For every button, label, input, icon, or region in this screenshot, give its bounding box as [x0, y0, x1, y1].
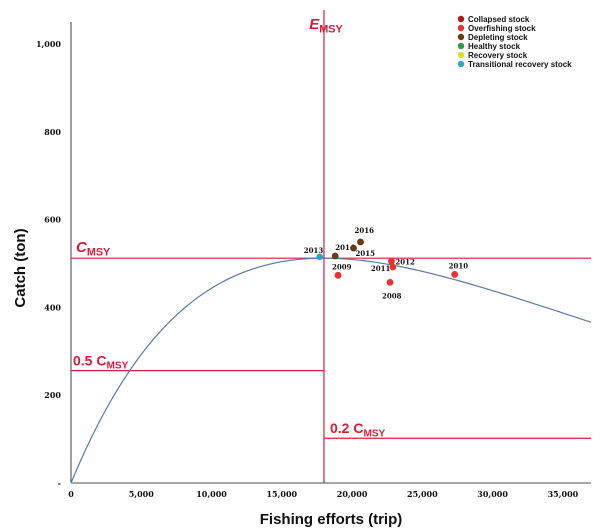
data-point-2012: [388, 257, 395, 265]
axis-ticks: 0 5,000 10,000 15,000 20,000 25,000 30,000 35,0…: [36, 39, 579, 499]
legend-label: Healthy stock: [468, 42, 521, 51]
x-axis-title: Fishing efforts (trip): [260, 511, 403, 528]
data-point-2014: [331, 252, 339, 260]
legend-marker: [457, 51, 465, 59]
point-label-2012: 2012: [395, 257, 415, 266]
legend-label: Overfishing stock: [468, 24, 536, 33]
reference-labels: EMSY CMSY 0.5 CMSY 0.2 CMSY: [73, 16, 386, 439]
legend-label: Depleting stock: [468, 33, 528, 42]
data-point-2008: [386, 278, 394, 286]
legend-marker: [457, 24, 465, 32]
data-point-2015: [350, 244, 357, 252]
y-tick-label: 400: [44, 302, 61, 312]
y-tick-label: 600: [44, 215, 61, 225]
x-tick-label: 15,000: [266, 489, 297, 499]
data-point-2009: [334, 271, 342, 279]
point-label-2014: 2014: [335, 243, 355, 252]
y-axis-title: Catch (ton): [12, 228, 29, 307]
legend-marker: [457, 60, 465, 68]
point-label-2011: 2011: [371, 264, 391, 273]
x-tick-label: 5,000: [129, 489, 154, 499]
legend-marker: [457, 15, 465, 23]
data-point-2010: [451, 271, 459, 278]
x-tick-label: 35,000: [548, 489, 579, 499]
point-label-2015: 2015: [355, 249, 375, 258]
legend-label: Recovery stock: [468, 51, 528, 60]
production-curve: [70, 257, 592, 484]
y-tick-label: 1,000: [36, 39, 61, 49]
x-tick-label: 0: [68, 489, 74, 499]
point-label-2008: 2008: [382, 291, 402, 300]
reference-lines: [71, 10, 591, 483]
y-tick-label: 200: [44, 390, 61, 400]
x-tick-label: 20,000: [337, 489, 368, 499]
x-tick-label: 10,000: [196, 489, 227, 499]
y-tick-label: -: [58, 478, 61, 488]
x-tick-label: 25,000: [407, 489, 438, 499]
legend-label: Transitional recovery stock: [468, 60, 572, 69]
axes: [70, 22, 591, 484]
point-label-2009: 2009: [332, 262, 352, 271]
legend-marker: [457, 33, 465, 41]
y-tick-label: 800: [44, 127, 61, 137]
point-label-2013: 2013: [304, 246, 324, 255]
point-label-2010: 2010: [449, 261, 469, 270]
data-point-2011: [389, 263, 397, 271]
point-label-2016: 2016: [355, 226, 375, 235]
x-tick-label: 30,000: [477, 489, 508, 499]
legend-marker: [457, 42, 465, 50]
half-cmsy-label: 0.5 CMSY: [73, 353, 129, 372]
cmsy-label: CMSY: [76, 239, 111, 258]
fifth-cmsy-label: 0.2 CMSY: [330, 420, 386, 439]
legend-label: Collapsed stock: [468, 15, 530, 24]
data-point-2013: [316, 253, 324, 261]
emsy-label: EMSY: [309, 16, 343, 35]
data-point-2016: [357, 238, 364, 246]
